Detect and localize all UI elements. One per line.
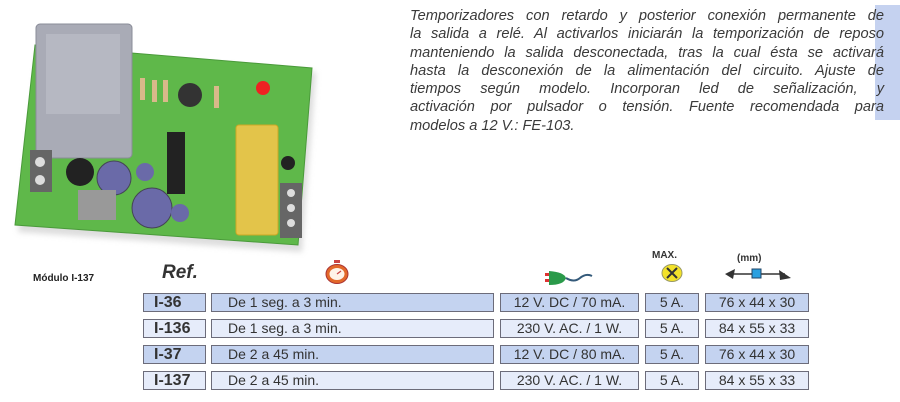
ref-cell: I-136 — [143, 319, 206, 338]
dimensions-cell: 76 x 44 x 30 — [705, 345, 809, 364]
dimensions-unit-label: (mm) — [737, 253, 762, 264]
description-line: la salida a relé. Al activarlos iniciará… — [410, 26, 884, 43]
side-accent-bar — [875, 5, 900, 120]
description-line: manteniendo la salida desconectada, tras… — [410, 44, 884, 61]
power-supply-cell: 12 V. DC / 80 mA. — [500, 345, 639, 364]
relay-contact-icon — [661, 264, 683, 282]
description-line: hasta la desconexión de la alimentación … — [410, 62, 884, 79]
dimensions-cell: 76 x 44 x 30 — [705, 293, 809, 312]
max-current-cell: 5 A. — [645, 345, 699, 364]
max-current-cell: 5 A. — [645, 293, 699, 312]
pcb-photo — [14, 23, 316, 252]
description-line: tiempos según modelo. Incorporan led de … — [410, 81, 884, 98]
ref-cell: I-137 — [143, 371, 206, 390]
description-line: modelos a 12 V.: FE-103. — [410, 117, 575, 134]
max-current-cell: 5 A. — [645, 319, 699, 338]
power-plug-icon — [545, 271, 593, 285]
power-supply-cell: 230 V. AC. / 1 W. — [500, 319, 639, 338]
dimensions-cell: 84 x 55 x 33 — [705, 319, 809, 338]
timing-range-cell: De 1 seg. a 3 min. — [211, 293, 494, 312]
max-current-cell: 5 A. — [645, 371, 699, 390]
max-current-label: MAX. — [652, 250, 677, 261]
dimensions-arrow-icon — [725, 268, 791, 280]
timing-range-cell: De 2 a 45 min. — [211, 345, 494, 364]
power-supply-cell: 12 V. DC / 70 mA. — [500, 293, 639, 312]
timing-range-cell: De 2 a 45 min. — [211, 371, 494, 390]
ref-cell: I-37 — [143, 345, 206, 364]
description-line: activación por pulsador o tensión. Fuent… — [410, 99, 884, 116]
dimensions-cell: 84 x 55 x 33 — [705, 371, 809, 390]
product-description: Temporizadores con retardo y posterior c… — [410, 7, 884, 135]
timing-range-cell: De 1 seg. a 3 min. — [211, 319, 494, 338]
stopwatch-icon — [325, 260, 349, 284]
power-supply-cell: 230 V. AC. / 1 W. — [500, 371, 639, 390]
description-line: Temporizadores con retardo y posterior c… — [410, 8, 884, 24]
ref-header: Ref. — [162, 262, 198, 283]
module-label: Módulo I-137 — [33, 273, 95, 284]
ref-cell: I-36 — [143, 293, 206, 312]
